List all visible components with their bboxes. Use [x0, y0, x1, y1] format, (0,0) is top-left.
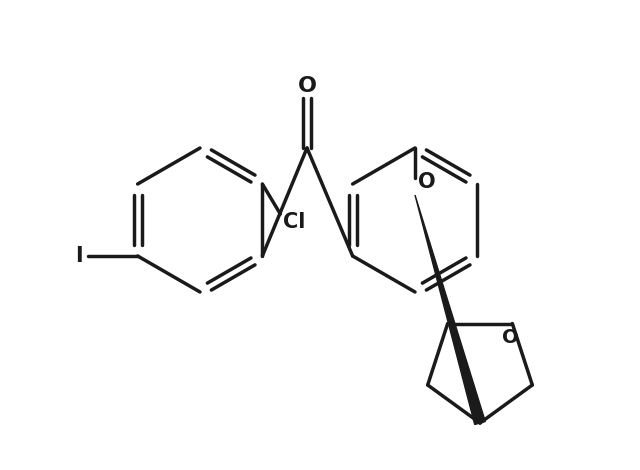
Text: O: O — [502, 328, 518, 347]
Text: I: I — [75, 246, 83, 266]
Text: O: O — [418, 172, 436, 192]
Text: Cl: Cl — [283, 212, 305, 232]
Text: O: O — [298, 76, 317, 96]
Polygon shape — [415, 195, 485, 424]
